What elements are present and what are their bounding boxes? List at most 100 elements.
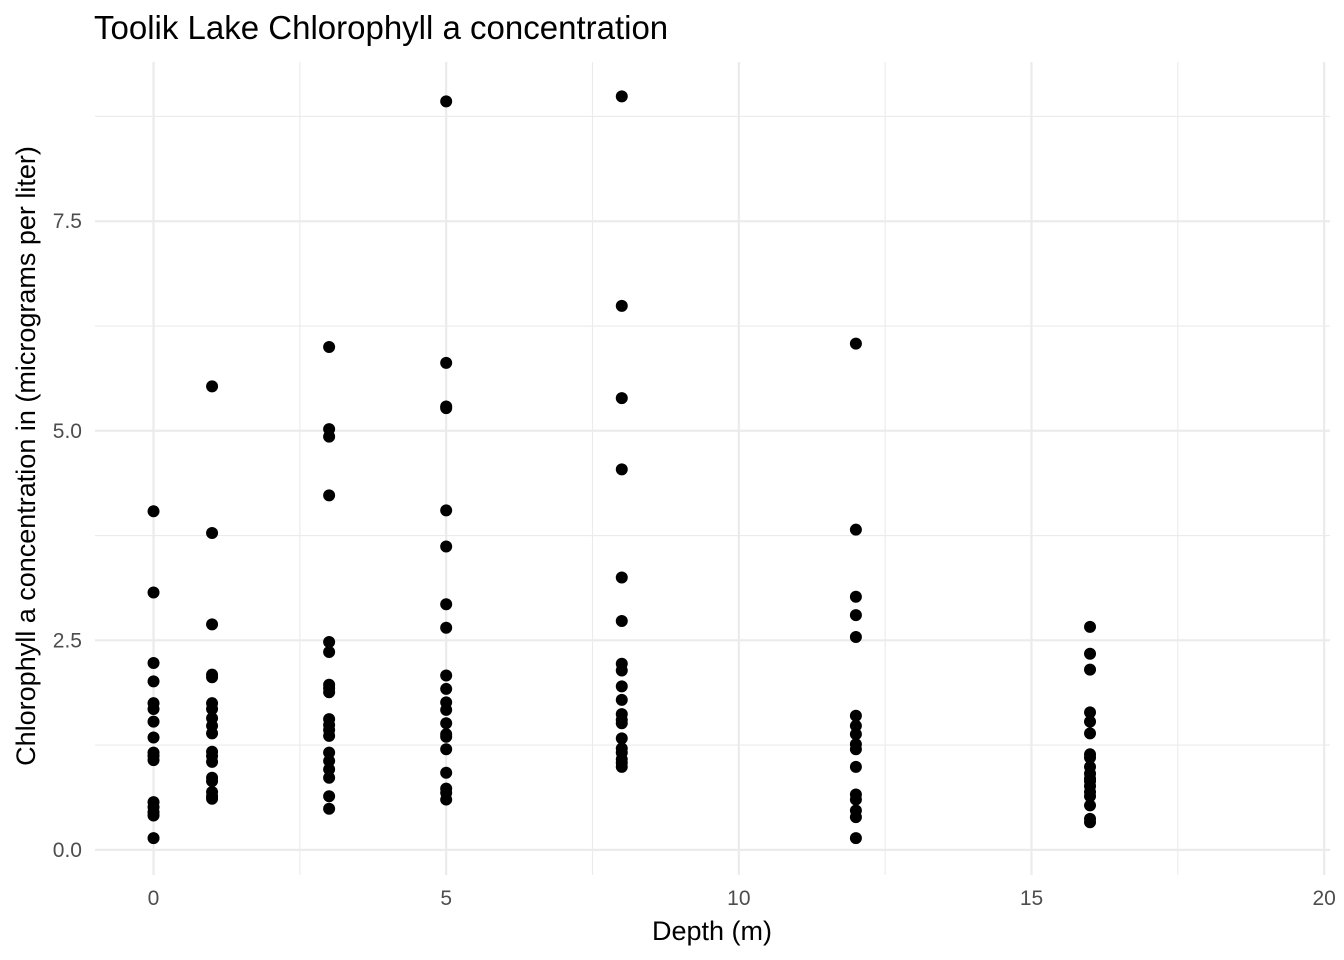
data-point <box>440 669 453 682</box>
data-point <box>206 380 219 393</box>
data-point <box>849 728 862 741</box>
x-axis-tick-labels: 0 5 10 15 20 <box>148 887 1336 910</box>
y-axis-title: Chlorophyll a concentration in (microgra… <box>11 146 41 766</box>
data-point <box>615 760 628 773</box>
data-point <box>323 430 336 443</box>
data-point <box>323 771 336 784</box>
data-point <box>440 598 453 611</box>
data-point <box>440 717 453 730</box>
data-point <box>323 729 336 742</box>
data-point <box>147 754 160 767</box>
data-point <box>147 715 160 728</box>
data-point <box>440 356 453 369</box>
data-point <box>615 732 628 745</box>
data-point <box>147 675 160 688</box>
y-tick-label: 5.0 <box>53 420 82 443</box>
data-point <box>849 590 862 603</box>
x-tick-label: 5 <box>440 887 452 910</box>
data-point <box>1084 620 1097 633</box>
data-point <box>849 523 862 536</box>
data-points <box>147 90 1097 845</box>
data-point <box>615 717 628 730</box>
data-point <box>1084 799 1097 812</box>
data-point <box>147 731 160 744</box>
x-tick-label: 0 <box>148 887 160 910</box>
data-point <box>206 755 219 768</box>
data-point <box>849 630 862 643</box>
data-point <box>440 743 453 756</box>
data-point <box>849 760 862 773</box>
data-point <box>323 746 336 759</box>
data-point <box>615 392 628 405</box>
data-point <box>323 686 336 699</box>
data-point <box>147 656 160 669</box>
data-point <box>440 504 453 517</box>
data-point <box>615 299 628 312</box>
data-point <box>1084 706 1097 719</box>
data-point <box>147 586 160 599</box>
data-point <box>440 766 453 779</box>
data-point <box>1084 663 1097 676</box>
minor-gridlines <box>95 62 1330 875</box>
x-tick-label: 10 <box>727 887 750 910</box>
data-point <box>206 727 219 740</box>
data-point <box>147 703 160 716</box>
data-point <box>323 763 336 776</box>
major-gridlines <box>95 62 1330 875</box>
data-point <box>849 337 862 350</box>
data-point <box>849 719 862 732</box>
data-point <box>440 682 453 695</box>
x-tick-label: 20 <box>1312 887 1335 910</box>
data-point <box>440 730 453 743</box>
data-point <box>147 809 160 822</box>
data-point <box>323 646 336 659</box>
data-point <box>206 618 219 631</box>
data-point <box>1084 751 1097 764</box>
data-point <box>440 95 453 108</box>
data-point <box>1084 727 1097 740</box>
data-point <box>440 540 453 553</box>
data-point <box>849 709 862 722</box>
data-point <box>615 571 628 584</box>
data-point <box>849 793 862 806</box>
data-point <box>147 832 160 845</box>
data-point <box>147 505 160 518</box>
data-point <box>323 802 336 815</box>
data-point <box>615 680 628 693</box>
data-point <box>323 790 336 803</box>
data-point <box>615 664 628 677</box>
data-point <box>323 635 336 648</box>
data-point <box>206 671 219 684</box>
data-point <box>206 527 219 540</box>
data-point <box>206 792 219 805</box>
data-point <box>1084 816 1097 829</box>
y-axis-tick-labels: 0.0 2.5 5.0 7.5 <box>53 210 82 862</box>
data-point <box>615 615 628 628</box>
x-axis-title: Depth (m) <box>652 916 772 946</box>
data-point <box>849 743 862 756</box>
data-point <box>206 775 219 788</box>
data-point <box>323 489 336 502</box>
data-point <box>440 402 453 415</box>
data-point <box>849 832 862 845</box>
data-point <box>323 340 336 353</box>
data-point <box>323 755 336 768</box>
data-point <box>615 693 628 706</box>
data-point <box>615 463 628 476</box>
y-tick-label: 7.5 <box>53 210 82 233</box>
data-point <box>1084 647 1097 660</box>
data-point <box>849 609 862 622</box>
chart-title: Toolik Lake Chlorophyll a concentration <box>94 9 668 46</box>
data-point <box>440 793 453 806</box>
data-point <box>206 703 219 716</box>
data-point <box>440 703 453 716</box>
y-tick-label: 0.0 <box>53 839 82 862</box>
x-tick-label: 15 <box>1020 887 1043 910</box>
data-point <box>1084 790 1097 803</box>
data-point <box>849 811 862 824</box>
y-tick-label: 2.5 <box>53 629 82 652</box>
data-point <box>1084 715 1097 728</box>
data-point <box>440 621 453 634</box>
data-point <box>615 90 628 103</box>
